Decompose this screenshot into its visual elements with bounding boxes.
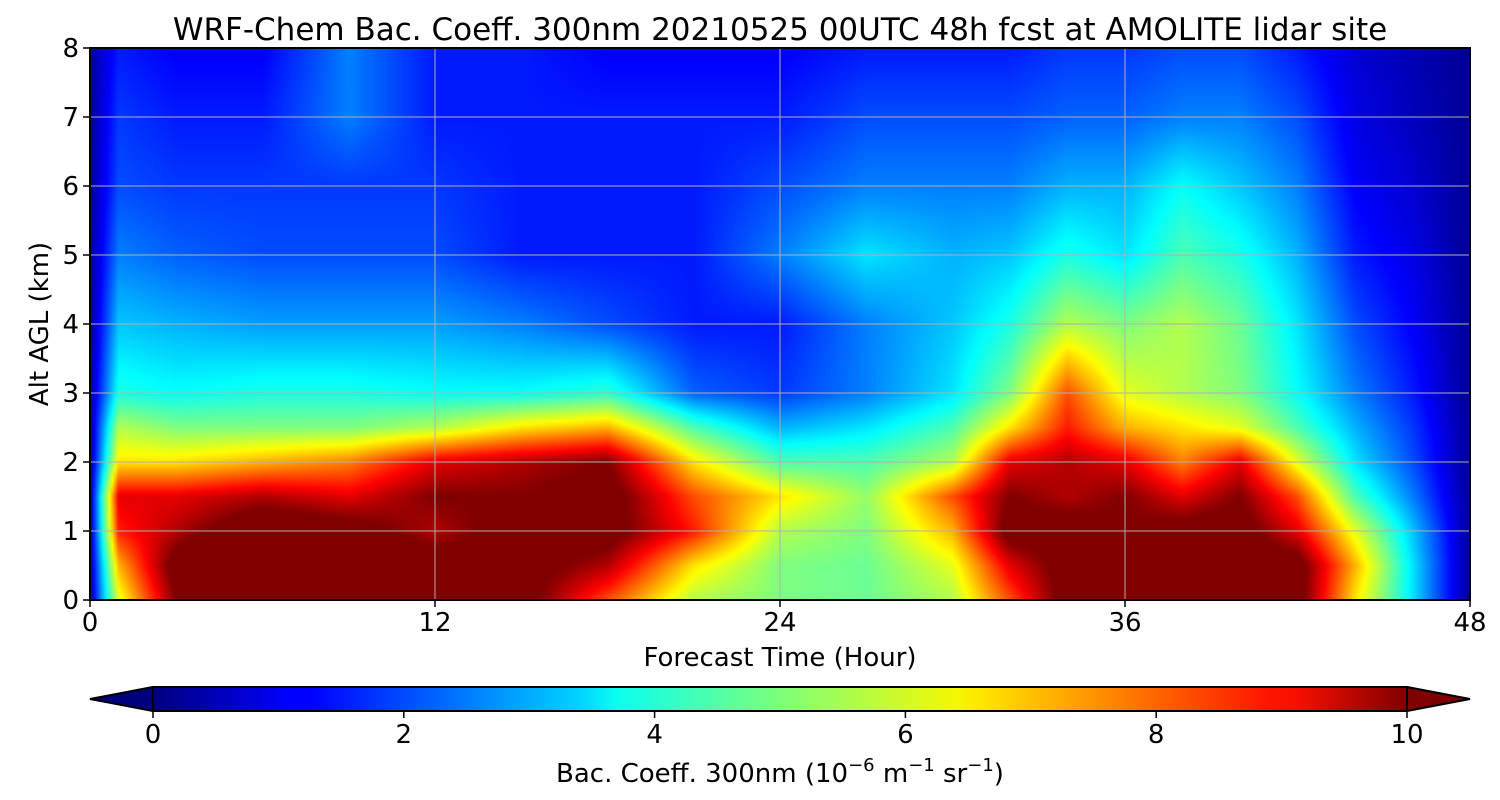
chart-title: WRF-Chem Bac. Coeff. 300nm 20210525 00UT… [173,12,1387,48]
colorbar-label-close: ) [994,759,1004,789]
colorbar-label-exp2: −1 [908,755,935,776]
colorbar-over-extension [1406,685,1471,713]
y-axis-label: Alt AGL (km) [25,242,55,406]
colorbar-label-exp3: −1 [967,755,994,776]
x-axis-ticks: 0 12 24 36 48 [82,600,1487,638]
y-tick-label: 5 [62,241,79,271]
y-tick-label: 2 [62,448,79,478]
colorbar-under-extension [89,685,154,713]
colorbar-tick-label: 10 [1390,720,1423,750]
y-tick-label: 3 [62,379,79,409]
x-tick-label: 36 [1108,608,1141,638]
y-tick-label: 1 [62,517,79,547]
colorbar-tick-label: 6 [897,720,914,750]
colorbar-tick-label: 4 [646,720,663,750]
y-tick-label: 8 [62,34,79,64]
colorbar-label-end: sr [935,759,968,789]
colorbar-tick-label: 8 [1148,720,1165,750]
y-tick-label: 6 [62,172,79,202]
x-tick-label: 48 [1453,608,1486,638]
colorbar-tick-label: 0 [145,720,162,750]
y-tick-label: 4 [62,310,79,340]
colorbar-label-main: Bac. Coeff. 300nm (10 [556,759,848,789]
colorbar: 0 2 4 6 8 10 Bac. Coeff. 300nm (10−6 m−1 sr−1… [89,685,1471,789]
x-axis-label: Forecast Time (Hour) [643,643,916,673]
x-tick-label: 24 [763,608,796,638]
x-tick-label: 12 [418,608,451,638]
colorbar-gradient [152,686,1408,712]
colorbar-label-mid: m [875,759,909,789]
x-tick-label: 0 [82,608,99,638]
colorbar-label-exp1: −6 [848,755,875,776]
y-tick-label: 7 [62,103,79,133]
colorbar-tick-label: 2 [396,720,413,750]
colorbar-ticks: 0 2 4 6 8 10 [145,711,1424,750]
colorbar-label: Bac. Coeff. 300nm (10−6 m−1 sr−1) [556,755,1004,789]
y-axis-ticks: 0 1 2 3 4 5 6 7 8 [62,34,90,616]
y-tick-label: 0 [62,586,79,616]
